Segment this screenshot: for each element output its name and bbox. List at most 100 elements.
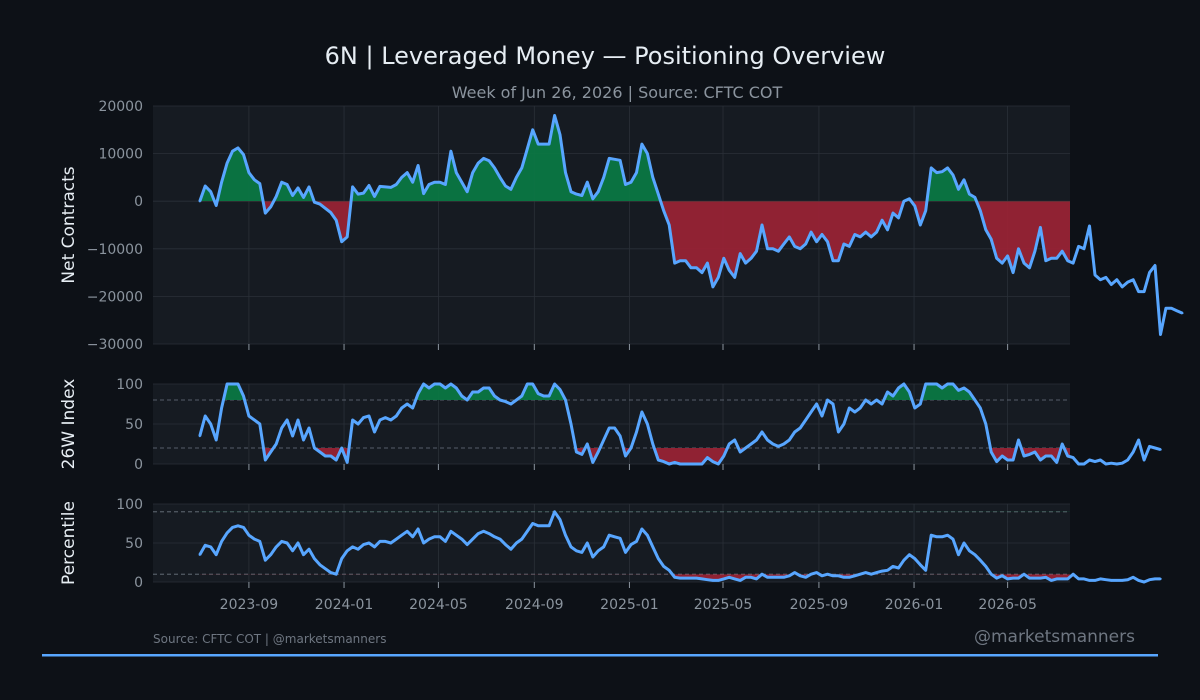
data-point <box>739 450 742 454</box>
data-point <box>427 183 431 186</box>
data-point <box>657 458 660 462</box>
data-point <box>209 422 212 426</box>
data-point <box>378 540 382 543</box>
data-point <box>498 398 502 402</box>
data-point <box>504 184 507 188</box>
data-point <box>1039 226 1042 229</box>
data-point <box>799 426 802 430</box>
data-point <box>951 382 955 386</box>
data-point <box>1071 456 1075 459</box>
data-point <box>198 553 201 556</box>
data-point <box>804 418 807 422</box>
data-point <box>662 460 665 463</box>
data-point <box>1121 285 1124 289</box>
data-point <box>520 166 523 170</box>
data-point <box>1153 577 1157 581</box>
data-point <box>1170 307 1173 310</box>
data-point <box>531 382 534 386</box>
data-point <box>875 571 878 574</box>
data-point <box>487 159 491 162</box>
data-point <box>220 540 223 543</box>
data-point <box>324 454 327 458</box>
data-point <box>891 394 895 398</box>
data-point <box>1093 273 1097 277</box>
data-point <box>1099 458 1102 462</box>
data-point <box>1044 454 1048 458</box>
data-point <box>335 219 338 222</box>
data-point <box>537 392 540 395</box>
data-point <box>678 259 682 262</box>
data-point <box>302 438 305 442</box>
data-point <box>455 534 458 537</box>
data-point <box>384 416 387 419</box>
data-point <box>695 576 698 580</box>
data-point <box>864 398 867 402</box>
data-point <box>444 183 447 186</box>
data-point <box>1077 245 1080 248</box>
data-point <box>1142 290 1146 293</box>
data-point <box>1066 454 1069 458</box>
data-point <box>624 183 627 186</box>
data-point <box>973 196 977 199</box>
data-point <box>902 382 906 386</box>
data-point <box>1132 278 1135 281</box>
data-point <box>722 257 725 260</box>
data-point <box>919 223 922 227</box>
data-point <box>793 245 796 248</box>
data-point <box>291 549 294 552</box>
data-point <box>962 386 966 390</box>
data-point <box>389 186 392 189</box>
data-point <box>302 553 305 556</box>
data-point <box>444 386 447 390</box>
data-point <box>831 259 835 262</box>
data-point <box>422 382 425 386</box>
data-point <box>749 257 753 260</box>
data-point <box>264 211 267 215</box>
data-point <box>1142 458 1146 462</box>
data-point <box>504 400 507 403</box>
data-point <box>919 402 922 406</box>
data-point <box>635 171 638 174</box>
y-tick-label: 0 <box>134 457 143 473</box>
data-point <box>777 250 780 253</box>
data-point <box>275 195 278 198</box>
data-point <box>466 398 469 402</box>
data-point <box>1006 458 1009 462</box>
data-point <box>935 382 938 386</box>
data-point <box>1088 579 1091 582</box>
data-point <box>1115 278 1119 281</box>
data-point <box>285 183 289 186</box>
data-point <box>198 434 201 438</box>
data-point <box>602 438 605 442</box>
data-point <box>646 152 649 155</box>
data-point <box>733 577 736 581</box>
data-point <box>291 434 294 438</box>
data-point <box>831 574 835 577</box>
data-point <box>870 235 873 239</box>
data-point <box>613 426 616 430</box>
data-point <box>253 537 256 541</box>
data-point <box>498 176 502 179</box>
data-point <box>1055 257 1058 260</box>
data-point <box>777 576 780 579</box>
data-point <box>558 388 562 391</box>
data-point <box>804 242 807 246</box>
data-point <box>291 194 294 197</box>
data-point <box>684 259 687 262</box>
data-point <box>537 524 540 527</box>
data-point <box>755 250 758 253</box>
data-point <box>526 147 529 150</box>
data-point <box>979 406 982 410</box>
data-point <box>984 565 987 568</box>
data-point <box>897 216 900 220</box>
data-point <box>711 460 715 463</box>
data-point <box>542 524 545 527</box>
data-point <box>1055 577 1058 581</box>
data-point <box>367 541 371 545</box>
data-point <box>520 394 523 398</box>
data-point <box>902 559 906 562</box>
data-point <box>1033 450 1037 454</box>
data-point <box>891 565 895 568</box>
data-point <box>329 454 332 458</box>
data-point <box>1044 259 1048 262</box>
